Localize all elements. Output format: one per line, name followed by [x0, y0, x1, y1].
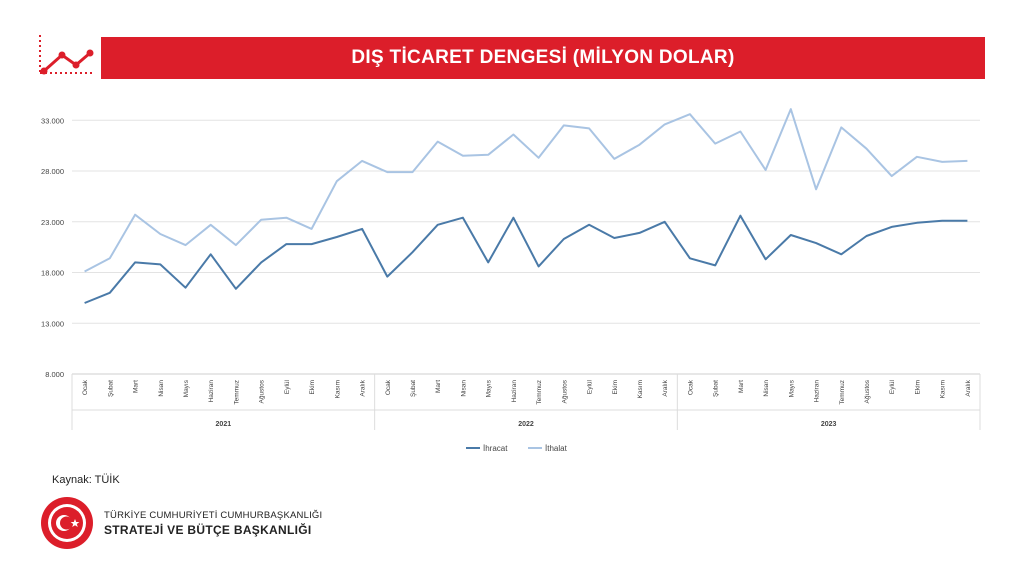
- month-tick-label: Aralık: [360, 379, 367, 396]
- y-tick-label: 13.000: [41, 319, 64, 328]
- month-tick-label: Ağustos: [259, 379, 266, 403]
- source-label: Kaynak: TÜİK: [52, 474, 120, 486]
- page-title: DIŞ TİCARET DENGESİ (MİLYON DOLAR): [101, 37, 985, 79]
- y-tick-label: 23.000: [41, 218, 64, 227]
- org-name-line2: STRATEJİ VE BÜTÇE BAŞKANLIĞI: [104, 522, 312, 537]
- title-text: DIŞ TİCARET DENGESİ (MİLYON DOLAR): [351, 47, 735, 68]
- y-tick-label: 8.000: [45, 370, 64, 379]
- month-tick-label: Nisan: [158, 380, 165, 397]
- month-tick-label: Şubat: [107, 380, 114, 397]
- month-tick-label: Ocak: [687, 379, 694, 395]
- month-tick-label: Ekim: [309, 380, 316, 394]
- year-tick-label: 2023: [821, 421, 837, 428]
- month-tick-label: Ekim: [914, 380, 921, 394]
- month-tick-label: Mayıs: [788, 379, 795, 397]
- series-line-exports: [84, 214, 968, 304]
- series-line-imports: [84, 108, 968, 273]
- month-tick-label: Kasım: [334, 380, 341, 398]
- month-tick-label: Aralık: [965, 379, 972, 396]
- month-tick-label: Eylül: [889, 379, 896, 394]
- month-tick-label: Şubat: [410, 380, 417, 397]
- month-tick-label: Temmuz: [233, 380, 240, 405]
- org-name-line1: TÜRKİYE CUMHURİYETİ CUMHURBAŞKANLIĞI: [104, 509, 323, 521]
- trade-balance-chart: 8.000 13.000 18.000 23.000 28.000 33.000 Ocak Ş…: [41, 108, 981, 453]
- month-tick-label: Şubat: [713, 380, 720, 397]
- month-tick-label: Nisan: [460, 380, 467, 397]
- month-tick-label: Haziran: [208, 380, 215, 403]
- trend-chart-icon: [39, 35, 94, 75]
- legend-label: İhracat: [483, 444, 508, 453]
- month-tick-label: Temmuz: [536, 380, 543, 405]
- org-logo-block: TÜRKİYE CUMHURİYETİ CUMHURBAŞKANLIĞI STR…: [40, 496, 322, 550]
- month-tick-label: Ekim: [612, 380, 619, 394]
- month-tick-label: Eylül: [587, 379, 594, 394]
- month-tick-label: Mayıs: [486, 379, 493, 397]
- month-tick-label: Kasım: [637, 380, 644, 398]
- legend-label: İthalat: [545, 444, 568, 453]
- month-tick-label: Mart: [133, 380, 140, 393]
- month-tick-label: Haziran: [511, 380, 518, 403]
- month-tick-label: Ocak: [82, 379, 89, 395]
- month-tick-label: Kasım: [940, 380, 947, 398]
- institution-seal-icon: [41, 497, 93, 549]
- month-tick-label: Mart: [435, 380, 442, 393]
- month-tick-label: Haziran: [814, 380, 821, 403]
- year-tick-label: 2022: [518, 421, 534, 428]
- month-tick-label: Eylül: [284, 379, 291, 394]
- year-tick-label: 2021: [216, 421, 232, 428]
- month-tick-label: Nisan: [763, 380, 770, 397]
- y-tick-label: 33.000: [41, 116, 64, 125]
- y-tick-label: 28.000: [41, 167, 64, 176]
- month-tick-label: Ağustos: [561, 379, 568, 403]
- month-tick-label: Mart: [738, 380, 745, 393]
- month-tick-label: Temmuz: [839, 380, 846, 405]
- month-tick-label: Aralık: [662, 379, 669, 396]
- month-tick-label: Mayıs: [183, 379, 190, 397]
- month-tick-label: Ağustos: [864, 379, 871, 403]
- y-tick-label: 18.000: [41, 269, 64, 278]
- month-tick-label: Ocak: [385, 379, 392, 395]
